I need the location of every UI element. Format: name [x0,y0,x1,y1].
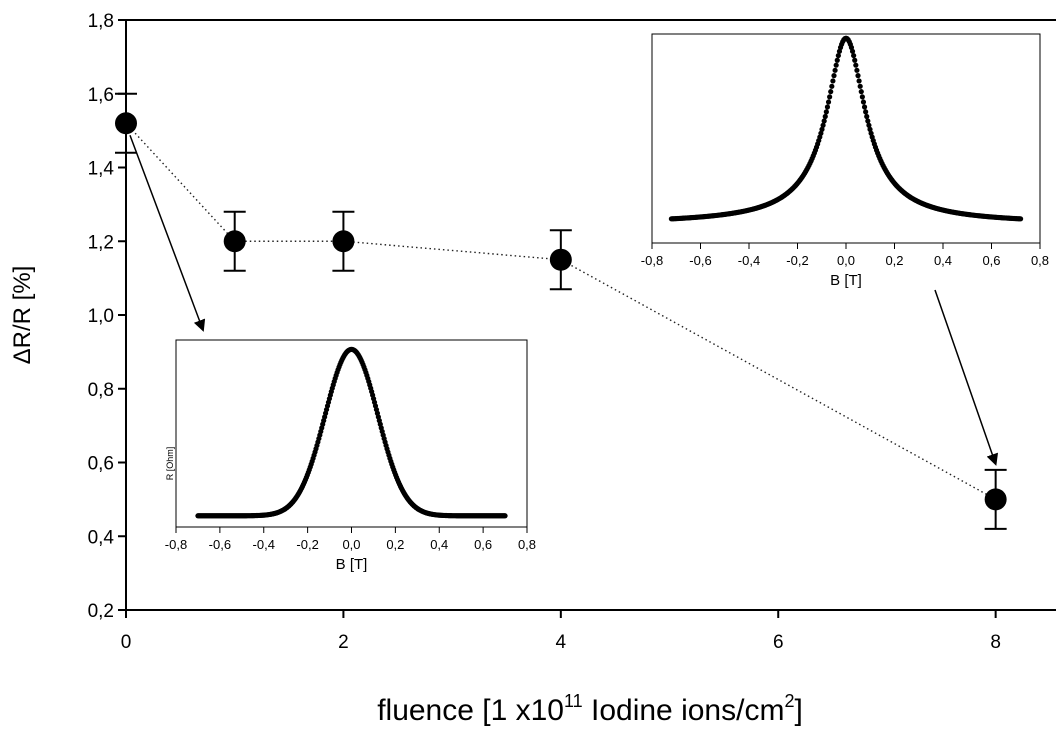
x-ticks: 0 2 4 6 8 [121,610,1001,653]
x-axis-title-part3: ] [794,694,802,727]
inset-data-point [856,78,862,84]
inset-x-tick-label: -0,2 [786,253,808,268]
y-tick-label: 0,8 [88,380,114,401]
inset-data-point [823,109,829,115]
inset-x-tick-label: 0,8 [518,537,536,552]
x-tick-label: 4 [556,632,567,653]
data-point [223,230,246,253]
inset-x-axis-title: B [T] [830,272,862,289]
inset-data-point [831,73,837,79]
inset-x-axis-title: B [T] [336,556,368,573]
data-point [549,248,572,271]
inset-data-point [502,513,508,519]
inset-data-point [827,94,833,100]
inset-x-tick-label: 0,6 [474,537,492,552]
inset-data-points [668,35,1024,222]
inset-data-point [824,104,831,110]
y-tick-label: 1,8 [88,11,114,32]
inset-data-point [1018,216,1024,222]
inset-data-point [858,89,864,95]
inset-data-point [821,118,827,124]
inset-x-tick-label: -0,8 [165,537,187,552]
inset-x-tick-label: -0,4 [738,253,760,268]
inset-data-point [864,113,870,120]
inset-x-tick-label: 0,8 [1031,253,1049,268]
y-tick-label: 1,0 [88,306,114,327]
inset-frame [175,339,528,528]
inset-x-tick-label: 0,0 [342,537,360,552]
inset-x-tick-label: 0,0 [837,253,855,268]
y-tick-label: 0,6 [88,454,114,475]
x-axis-title-part2: Iodine ions/cm [583,694,785,727]
inset-y-axis-title: R [Ohm] [165,447,175,481]
inset-x-ticks: -0,8 -0,6 -0,4 -0,2 0,0 0,2 0,4 0,6 0,8 [165,527,536,552]
inset-data-point [852,57,858,63]
inset-data-point [849,48,856,54]
inset-x-tick-label: 0,6 [982,253,1000,268]
data-point [332,230,355,253]
inset-x-tick-label: -0,8 [641,253,663,268]
inset-x-tick-label: 0,2 [386,537,404,552]
y-tick-label: 1,4 [88,159,115,180]
y-tick-label: 1,2 [88,232,114,253]
inset-data-point [834,57,840,63]
main-plot: 0,2 0,4 0,6 0,8 1,0 1,2 1,4 1,6 1,8 0 2 4 6 8 ΔR/R [… [9,11,1056,727]
inset-data-point [829,83,835,89]
y-axis-title: ΔR/R [%] [9,266,36,365]
inset-data-point [866,122,872,128]
inset-data-point [857,83,863,89]
inset-data-point [819,126,825,132]
inset-data-point [833,62,839,68]
data-point [984,488,1007,511]
inset-data-point [867,126,873,132]
inset-chart-low-fluence: -0,8 -0,6 -0,4 -0,2 0,0 0,2 0,4 0,6 0,8 B [T] R … [165,339,536,573]
inset-data-point [822,113,828,120]
inset-data-point [865,118,871,124]
inset-data-point [828,89,834,95]
inset-data-point [859,94,865,100]
inset-data-point [825,99,832,105]
inset-data-point [861,104,868,110]
inset-data-point [830,78,836,84]
inset-x-tick-label: -0,6 [209,537,231,552]
inset-data-point [863,109,869,115]
x-tick-label: 6 [773,632,784,653]
x-axis-title: fluence [1 x1011 Iodine ions/cm2] [377,691,803,727]
inset-data-point [860,99,867,105]
inset-x-tick-label: 0,4 [430,537,448,552]
inset-data-point [820,122,826,128]
x-axis-title-sup1: 11 [564,691,583,711]
inset-x-tick-label: 0,2 [885,253,903,268]
x-axis-title-sup2: 2 [784,691,794,711]
inset-x-tick-label: -0,6 [689,253,711,268]
arrow-to-inset-high [934,289,999,466]
inset-x-tick-label: -0,2 [296,537,318,552]
inset-data-point [851,52,857,59]
y-ticks: 0,2 0,4 0,6 0,8 1,0 1,2 1,4 1,6 1,8 [88,11,126,622]
inset-x-tick-label: 0,4 [934,253,952,268]
inset-frame [651,33,1041,244]
inset-chart-high-fluence: -0,8 -0,6 -0,4 -0,2 0,0 0,2 0,4 0,6 0,8 B [T] [641,33,1049,289]
inset-data-point [835,52,841,59]
arrow-to-inset-low [129,134,206,332]
x-tick-label: 2 [338,632,349,653]
inset-data-point [853,62,859,68]
inset-data-point [832,67,838,73]
x-axis-title-part1: fluence [1 x10 [377,694,564,727]
data-points [115,112,1007,511]
x-tick-label: 0 [121,632,132,653]
data-point [115,112,137,135]
inset-x-ticks: -0,8 -0,6 -0,4 -0,2 0,0 0,2 0,4 0,6 0,8 [641,243,1049,268]
y-tick-label: 0,4 [88,527,115,548]
x-tick-label: 8 [990,632,1001,653]
y-tick-label: 0,2 [88,601,114,622]
inset-data-point [855,73,861,79]
y-tick-label: 1,6 [88,85,114,106]
inset-data-point [818,130,824,136]
inset-x-tick-label: -0,4 [253,537,275,552]
inset-data-points [195,346,508,519]
inset-data-point [854,67,860,73]
connecting-line [125,122,996,500]
